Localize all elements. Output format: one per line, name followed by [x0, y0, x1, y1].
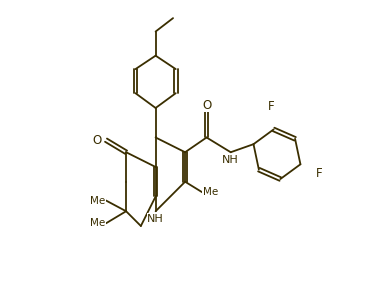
Text: Me: Me — [203, 187, 218, 198]
Text: F: F — [268, 100, 274, 113]
Text: F: F — [316, 167, 322, 180]
Text: Me: Me — [90, 218, 105, 228]
Text: NH: NH — [223, 155, 239, 165]
Text: Me: Me — [90, 196, 105, 205]
Text: NH: NH — [147, 214, 164, 224]
Text: O: O — [92, 134, 101, 147]
Text: O: O — [202, 99, 211, 112]
